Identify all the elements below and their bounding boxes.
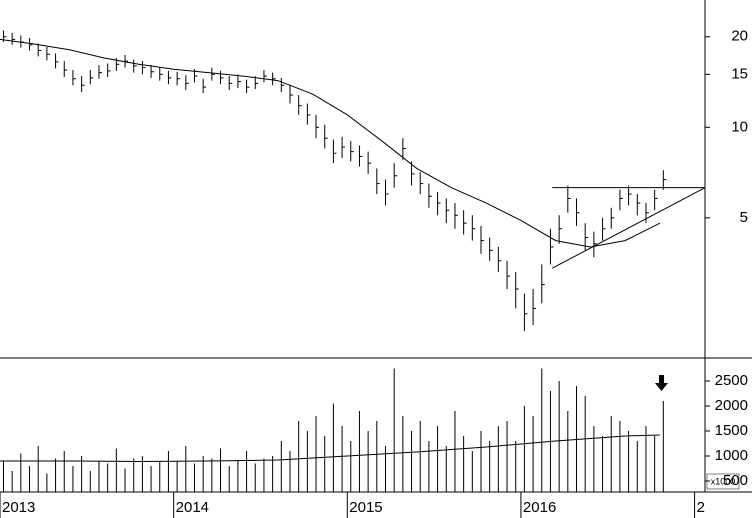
- volume-average: [0, 434, 660, 463]
- x-tick-label: 2014: [176, 499, 209, 516]
- unit-label: x1000: [711, 476, 736, 486]
- y-tick-label: 1500: [715, 422, 748, 439]
- y-tick-label: 2500: [715, 372, 748, 389]
- y-tick-label: 20: [731, 28, 748, 45]
- moving-average: [0, 38, 661, 248]
- y-tick-label: 2000: [715, 397, 748, 414]
- y-tick-label: 10: [731, 118, 748, 135]
- x-tick-label: 2013: [2, 499, 35, 516]
- x-tick-label: 2: [697, 499, 705, 516]
- x-tick-label: 2016: [523, 499, 556, 516]
- y-tick-label: 1000: [715, 447, 748, 464]
- trendline: [551, 187, 706, 269]
- y-tick-label: 500: [723, 472, 748, 489]
- y-tick-label: 5: [740, 209, 748, 226]
- y-tick-label: 15: [731, 65, 748, 82]
- arrow-annotation: [655, 375, 668, 391]
- x-tick-label: 2015: [349, 499, 382, 516]
